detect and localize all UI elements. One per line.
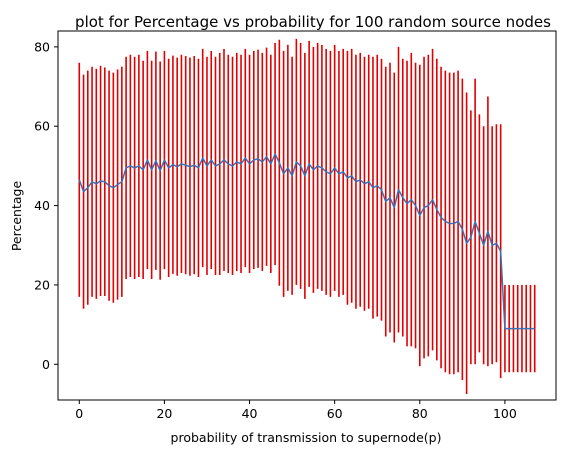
y-tick-label-0: 0: [42, 357, 50, 372]
chart-title: plot for Percentage vs probability for 1…: [75, 13, 551, 31]
plot-frame: [57, 30, 557, 401]
y-tick-label-1: 20: [34, 277, 50, 292]
x-tick-label-0: 0: [75, 406, 83, 421]
y-axis-ticks: 0 20 40 60 80: [34, 39, 58, 372]
x-tick-label-5: 100: [493, 406, 517, 421]
x-tick-label-2: 40: [242, 406, 258, 421]
series-line-0: [78, 153, 535, 330]
y-tick-label-4: 80: [34, 39, 50, 54]
x-tick-label-4: 80: [412, 406, 428, 421]
line-group: [78, 153, 535, 330]
x-tick-label-3: 60: [327, 406, 343, 421]
y-tick-label-3: 60: [34, 119, 50, 134]
x-tick-label-1: 20: [156, 406, 172, 421]
x-axis-ticks: 0 20 40 60 80 100: [75, 400, 517, 421]
y-axis-label: Percentage: [9, 181, 24, 252]
x-axis-label: probability of transmission to supernode…: [171, 430, 442, 445]
y-tick-label-2: 40: [34, 198, 50, 213]
